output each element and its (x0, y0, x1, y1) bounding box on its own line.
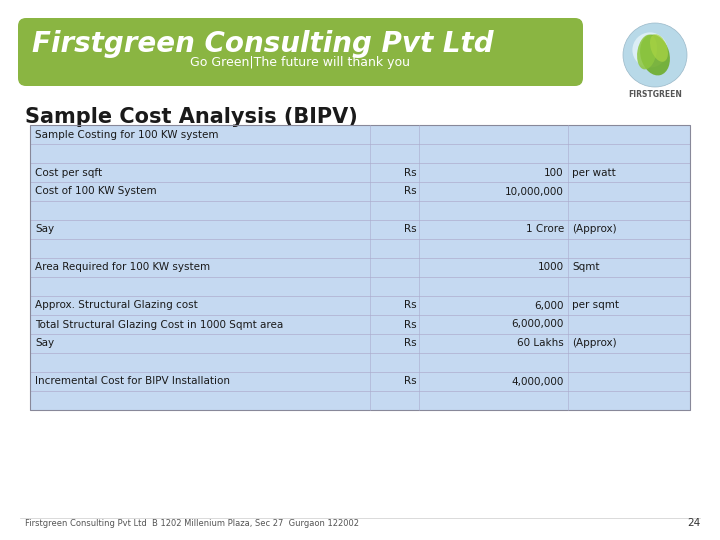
Text: Sqmt: Sqmt (572, 262, 600, 273)
Bar (30, 125, 690, 410)
Bar (30, 391, 690, 410)
Text: 24: 24 (687, 518, 700, 528)
Text: Approx. Structural Glazing cost: Approx. Structural Glazing cost (35, 300, 198, 310)
Bar (30, 372, 690, 391)
Text: Firstgreen Consulting Pvt Ltd  B 1202 Millenium Plaza, Sec 27  Gurgaon 122002: Firstgreen Consulting Pvt Ltd B 1202 Mil… (25, 519, 359, 528)
Text: Cost per sqft: Cost per sqft (35, 167, 102, 178)
Text: Sample Costing for 100 KW system: Sample Costing for 100 KW system (35, 130, 218, 139)
Text: Say: Say (35, 339, 54, 348)
Text: 6,000: 6,000 (534, 300, 564, 310)
Text: Firstgreen Consulting Pvt Ltd: Firstgreen Consulting Pvt Ltd (32, 30, 494, 58)
Text: Go Green|The future will thank you: Go Green|The future will thank you (191, 56, 410, 69)
Text: Incremental Cost for BIPV Installation: Incremental Cost for BIPV Installation (35, 376, 230, 387)
Text: 6,000,000: 6,000,000 (511, 320, 564, 329)
Text: 1 Crore: 1 Crore (526, 225, 564, 234)
Text: Rs: Rs (404, 339, 416, 348)
Text: Area Required for 100 KW system: Area Required for 100 KW system (35, 262, 210, 273)
Text: (Approx): (Approx) (572, 225, 616, 234)
Bar (30, 258, 690, 277)
Bar (30, 125, 690, 144)
Text: Total Structural Glazing Cost in 1000 Sqmt area: Total Structural Glazing Cost in 1000 Sq… (35, 320, 283, 329)
Text: Sample Cost Analysis (BIPV): Sample Cost Analysis (BIPV) (25, 107, 358, 127)
FancyBboxPatch shape (18, 18, 583, 86)
Text: Rs: Rs (404, 186, 416, 197)
Circle shape (623, 23, 687, 87)
Text: 10,000,000: 10,000,000 (505, 186, 564, 197)
Text: Rs: Rs (404, 225, 416, 234)
Bar (30, 277, 690, 296)
Text: Rs: Rs (404, 320, 416, 329)
Text: Rs: Rs (404, 167, 416, 178)
Text: 100: 100 (544, 167, 564, 178)
Text: 1000: 1000 (538, 262, 564, 273)
Ellipse shape (637, 35, 657, 70)
Text: per sqmt: per sqmt (572, 300, 619, 310)
Text: Say: Say (35, 225, 54, 234)
Text: per watt: per watt (572, 167, 616, 178)
Bar (30, 220, 690, 239)
Bar (618, 3, 692, 97)
Text: Rs: Rs (404, 300, 416, 310)
Text: FIRSTGREEN: FIRSTGREEN (628, 90, 682, 99)
Bar (30, 182, 690, 201)
Text: 4,000,000: 4,000,000 (511, 376, 564, 387)
Text: Rs: Rs (404, 376, 416, 387)
Text: (Approx): (Approx) (572, 339, 616, 348)
Ellipse shape (650, 34, 668, 62)
Text: 60 Lakhs: 60 Lakhs (517, 339, 564, 348)
Bar (30, 144, 690, 163)
Text: Cost of 100 KW System: Cost of 100 KW System (35, 186, 157, 197)
Bar (30, 353, 690, 372)
Bar (30, 334, 690, 353)
Bar (30, 296, 690, 315)
Circle shape (632, 32, 667, 68)
Bar (30, 239, 690, 258)
Bar (30, 315, 690, 334)
Bar (30, 163, 690, 182)
Bar (30, 201, 690, 220)
Ellipse shape (640, 35, 670, 76)
